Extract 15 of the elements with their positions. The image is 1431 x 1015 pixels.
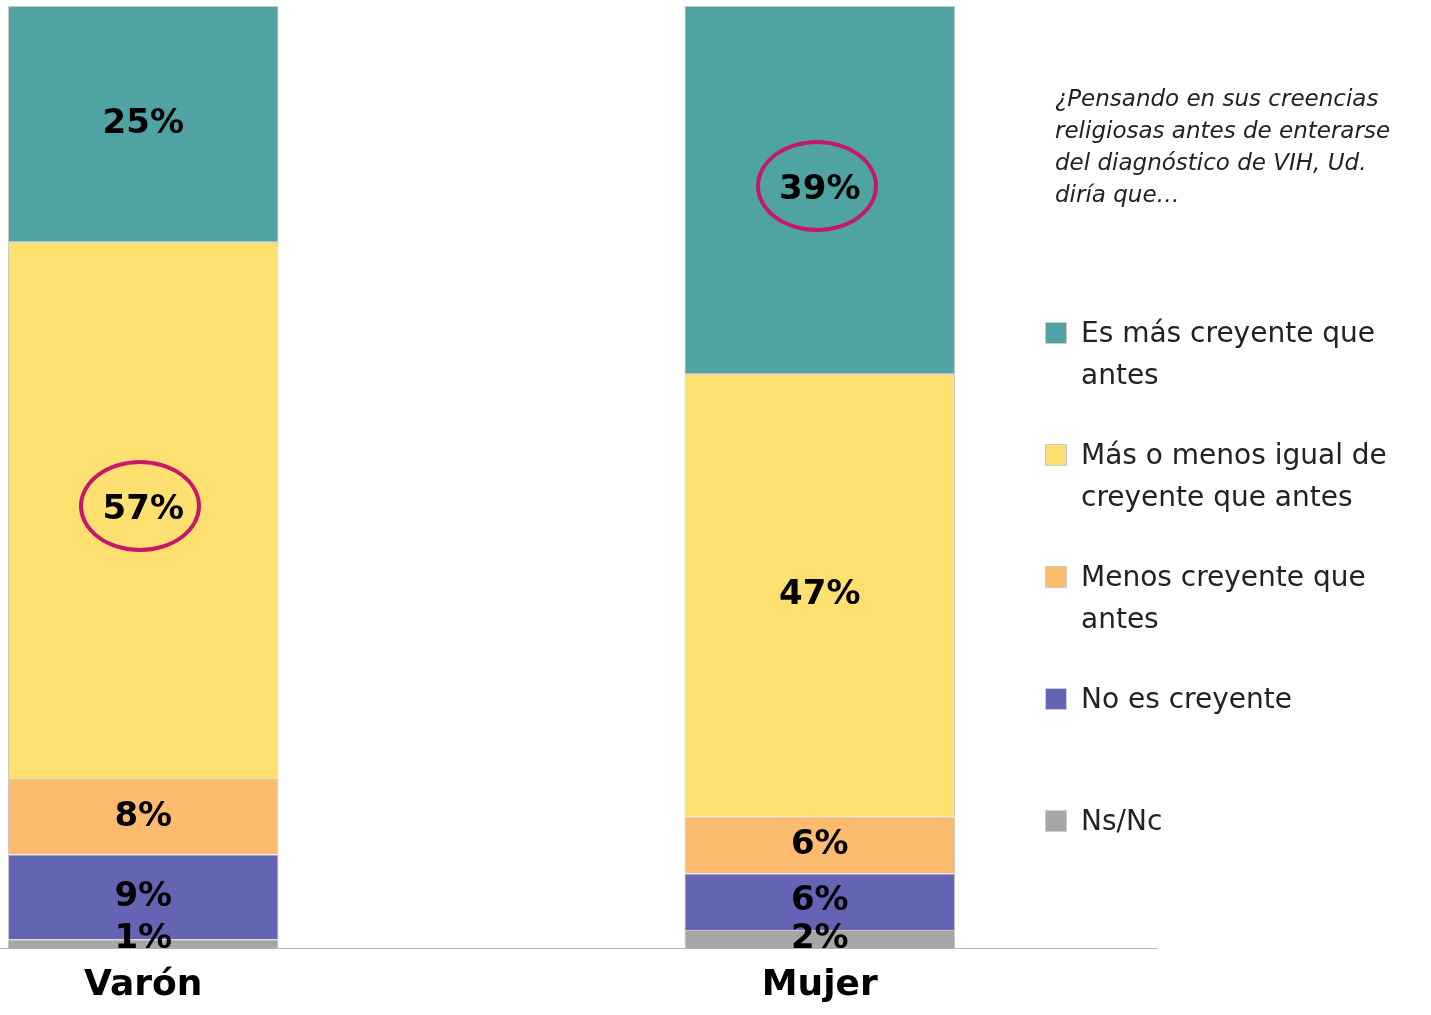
data-label: 47% (779, 572, 861, 613)
annotation: ¿Pensando en sus creencias religiosas antes de enterarse del diagnóstico de VIH, Ud. diría que… (1055, 84, 1392, 209)
legend-label: Ns/Nc (1081, 803, 1163, 839)
data-label: 57% (102, 487, 184, 528)
legend-label: Es más creyente que antes (1081, 315, 1376, 393)
data-label: 39% (779, 166, 861, 207)
data-label: 25% (102, 100, 184, 141)
data-label: 9% (114, 873, 173, 914)
legend-label: Más o menos igual de creyente que antes (1081, 437, 1388, 515)
x-tick-label: Mujer (761, 961, 878, 1003)
legend-label: No es creyente (1081, 681, 1292, 717)
data-label: 6% (790, 821, 849, 862)
x-tick-label: Varón (84, 961, 203, 1003)
legend-label: Menos creyente que antes (1081, 559, 1367, 637)
data-label: 8% (114, 793, 173, 834)
